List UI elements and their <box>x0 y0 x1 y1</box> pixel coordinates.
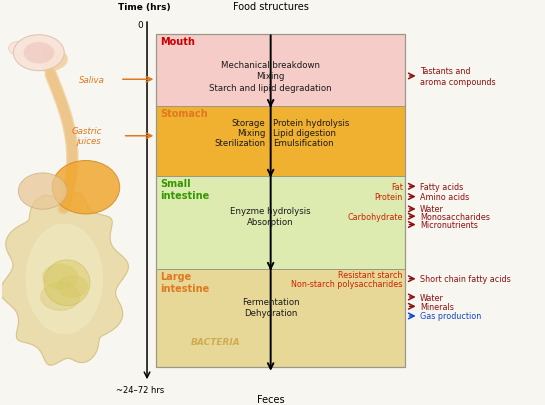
Text: Storage: Storage <box>232 119 265 128</box>
Circle shape <box>23 43 54 64</box>
Text: Carbohydrate: Carbohydrate <box>347 212 403 221</box>
Bar <box>156 107 405 176</box>
Text: Dehydration: Dehydration <box>244 309 298 318</box>
Text: Short chain fatty acids: Short chain fatty acids <box>420 275 511 284</box>
Text: Time (hrs): Time (hrs) <box>118 3 171 13</box>
Text: Starch and lipid degradation: Starch and lipid degradation <box>209 84 332 93</box>
Circle shape <box>43 265 77 289</box>
Text: Gas production: Gas production <box>420 312 481 321</box>
Text: Water: Water <box>420 293 444 302</box>
Text: Saliva: Saliva <box>79 76 105 85</box>
Text: Protein hydrolysis: Protein hydrolysis <box>274 119 350 128</box>
Text: Water: Water <box>420 205 444 214</box>
Text: Mixing: Mixing <box>257 72 285 81</box>
Text: Non-starch polysaccharides: Non-starch polysaccharides <box>292 279 403 288</box>
Text: Fermentation: Fermentation <box>242 298 299 307</box>
Text: 0: 0 <box>137 21 143 30</box>
Text: Resistant starch: Resistant starch <box>338 270 403 279</box>
Text: Absorption: Absorption <box>247 217 294 226</box>
Text: Stomach: Stomach <box>161 109 208 118</box>
Bar <box>156 35 405 107</box>
Text: Tastants and
aroma compounds: Tastants and aroma compounds <box>420 67 496 86</box>
Polygon shape <box>26 225 102 334</box>
Circle shape <box>57 276 88 298</box>
Ellipse shape <box>19 173 67 210</box>
Text: Micronutrients: Micronutrients <box>420 220 478 230</box>
Text: ~24–72 hrs: ~24–72 hrs <box>117 385 165 394</box>
Text: Emulsification: Emulsification <box>274 138 334 147</box>
Text: Large
intestine: Large intestine <box>161 271 210 293</box>
Text: Amino acids: Amino acids <box>420 193 469 202</box>
Text: Minerals: Minerals <box>420 302 454 311</box>
Text: Sterilization: Sterilization <box>214 138 265 147</box>
Text: Feces: Feces <box>257 394 284 404</box>
Text: Gastric
juices: Gastric juices <box>72 127 102 146</box>
Text: Lipid digestion: Lipid digestion <box>274 129 336 138</box>
Text: Fat: Fat <box>391 182 403 191</box>
Text: Food structures: Food structures <box>233 2 308 13</box>
Text: Mixing: Mixing <box>237 129 265 138</box>
Bar <box>156 176 405 269</box>
Circle shape <box>9 42 28 56</box>
Text: Small
intestine: Small intestine <box>161 178 210 200</box>
Circle shape <box>14 36 64 72</box>
Bar <box>156 269 405 367</box>
Text: Fatty acids: Fatty acids <box>420 182 463 191</box>
Text: Mouth: Mouth <box>161 37 196 47</box>
Ellipse shape <box>52 161 120 214</box>
Bar <box>156 35 405 367</box>
Circle shape <box>41 283 80 311</box>
Text: Mechanical breakdown: Mechanical breakdown <box>221 61 320 70</box>
Text: Monosaccharides: Monosaccharides <box>420 212 490 221</box>
Text: BACTERIA: BACTERIA <box>191 337 240 347</box>
Text: Protein: Protein <box>374 193 403 202</box>
Ellipse shape <box>44 260 90 306</box>
Text: Enyzme hydrolysis: Enyzme hydrolysis <box>231 207 311 215</box>
Polygon shape <box>0 193 129 365</box>
